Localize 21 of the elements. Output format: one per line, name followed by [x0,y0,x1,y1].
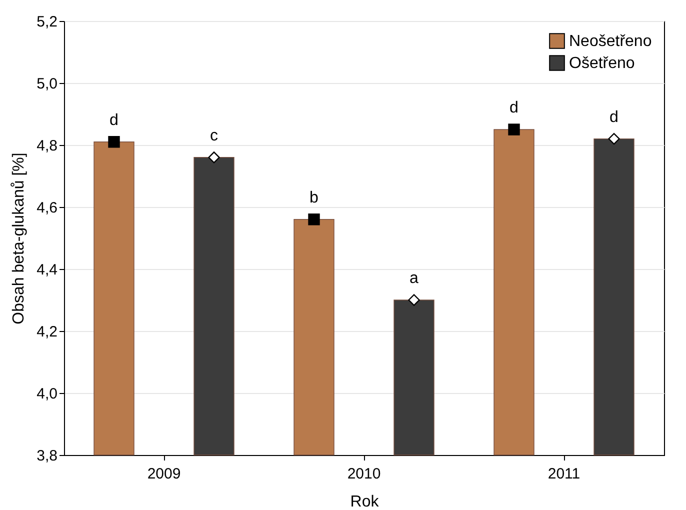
y-tick-label: 4,8 [36,138,58,154]
y-tick-label: 4,2 [36,324,58,340]
y-tick-label: 5,0 [36,76,58,92]
legend-label: Neošetřeno [569,33,652,50]
y-tick-label: 3,8 [36,448,58,464]
data-label: d [610,108,618,126]
y-tick-label: 5,2 [36,14,58,30]
x-tick-label: 2009 [147,466,181,482]
data-label: b [310,189,319,206]
legend-label: Ošetřeno [569,55,635,72]
y-tick-label: 4,6 [36,200,58,216]
x-tick-label: 2010 [347,466,381,482]
data-label: a [410,270,419,287]
data-label: d [110,112,118,129]
data-label: c [210,127,218,144]
x-tick-label: 2011 [548,466,580,482]
y-axis-title: Obsah beta-glukanů [%] [10,152,28,324]
y-tick-label: 4,4 [36,262,58,278]
x-axis-title: Rok [350,494,380,510]
y-tick-label: 4,0 [36,386,58,402]
data-label: d [510,100,518,116]
